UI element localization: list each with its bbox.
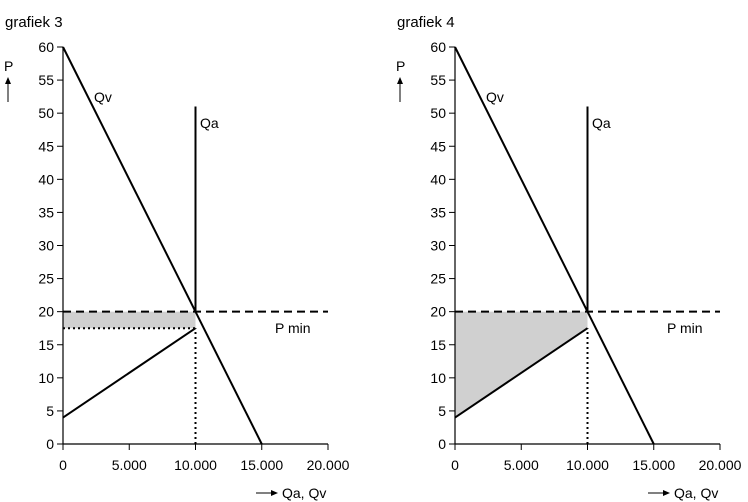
y-tick-label: 10	[430, 370, 446, 386]
series-label-qa: Qa	[592, 115, 611, 131]
y-tick-label: 45	[38, 138, 54, 154]
y-tick-label: 35	[430, 204, 446, 220]
series-line-supply-segment	[62, 327, 197, 419]
x-tick-label: 0	[59, 457, 67, 473]
x-axis-arrow-head	[271, 490, 278, 496]
y-tick-label: 45	[430, 138, 446, 154]
x-axis-arrow-head	[663, 490, 670, 496]
x-tick-label: 20.000	[699, 457, 742, 473]
y-tick-label: 15	[38, 337, 54, 353]
y-tick-label: 0	[438, 436, 446, 452]
y-tick-label: 55	[430, 72, 446, 88]
y-tick-label: 40	[38, 171, 54, 187]
series-label-p-min: P min	[275, 320, 311, 336]
y-tick-label: 25	[430, 271, 446, 287]
y-tick-label: 60	[38, 39, 54, 55]
shaded-region	[455, 311, 588, 418]
y-tick-label: 15	[430, 337, 446, 353]
series-line-qv	[454, 46, 655, 445]
y-axis-label: P	[4, 58, 13, 74]
x-tick-label: 10.000	[174, 457, 217, 473]
y-tick-label: 25	[38, 271, 54, 287]
series-label-qv: Qv	[486, 89, 504, 105]
chart-panel-3: grafiek 3 P 0 5 10 15 20 25 30 35 40 45 50 55 60 0 5.000…	[4, 14, 350, 501]
y-tick-label: 40	[430, 171, 446, 187]
series-label-p-min: P min	[667, 320, 703, 336]
chart-title: grafiek 3	[5, 14, 63, 31]
x-tick-label: 20.000	[307, 457, 350, 473]
y-tick-label: 30	[38, 238, 54, 254]
y-tick-label: 50	[38, 105, 54, 121]
series-line-supply-segment	[454, 327, 589, 419]
x-tick-label: 5.000	[112, 457, 147, 473]
x-axis-label: Qa, Qv	[674, 485, 718, 501]
y-tick-label: 0	[46, 436, 54, 452]
y-axis-arrow-head	[5, 77, 11, 84]
series-line-qv	[62, 46, 263, 445]
y-tick-label: 20	[38, 304, 54, 320]
x-tick-label: 15.000	[240, 457, 283, 473]
shaded-region	[63, 311, 196, 329]
chart-title: grafiek 4	[397, 14, 455, 31]
y-tick-label: 35	[38, 204, 54, 220]
series-label-qa: Qa	[200, 115, 219, 131]
y-axis-arrow-head	[397, 77, 403, 84]
y-tick-label: 60	[430, 39, 446, 55]
y-tick-label: 30	[430, 238, 446, 254]
y-tick-label: 5	[46, 403, 54, 419]
x-tick-label: 10.000	[566, 457, 609, 473]
series-label-qv: Qv	[94, 89, 112, 105]
y-axis-label: P	[396, 58, 405, 74]
x-axis-label: Qa, Qv	[282, 485, 326, 501]
x-tick-label: 5.000	[504, 457, 539, 473]
y-tick-label: 20	[430, 304, 446, 320]
x-tick-label: 0	[451, 457, 459, 473]
y-tick-label: 50	[430, 105, 446, 121]
y-tick-label: 55	[38, 72, 54, 88]
x-tick-label: 15.000	[632, 457, 675, 473]
y-tick-label: 5	[438, 403, 446, 419]
chart-panel-4: grafiek 4 P 0 5 10 15 20 25 30 35 40 45 50 55 60 0 5.000…	[396, 14, 742, 501]
y-tick-label: 10	[38, 370, 54, 386]
